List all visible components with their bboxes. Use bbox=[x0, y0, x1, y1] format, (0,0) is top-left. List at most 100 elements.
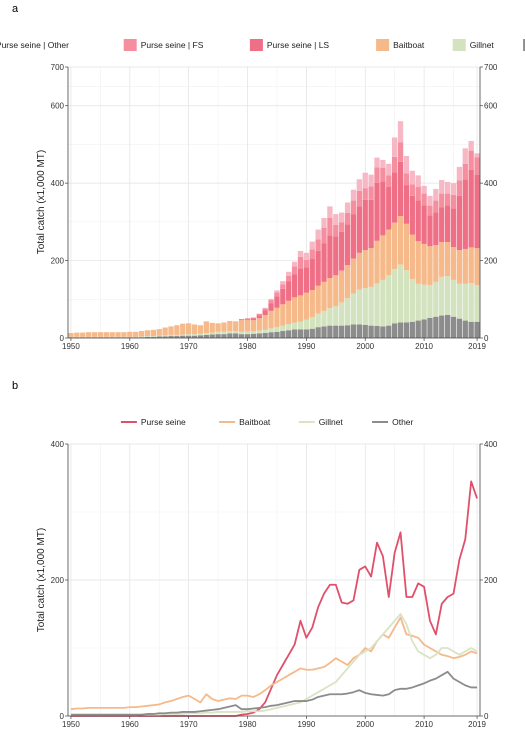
panel-a-legend: Purse seine | Other Purse seine | FS Purse… bbox=[0, 39, 525, 51]
panel-a-bar bbox=[327, 308, 333, 326]
panel-a-bar bbox=[180, 335, 186, 338]
panel-a-bar bbox=[274, 307, 280, 328]
panel-a-y-tick-label-right: 600 bbox=[484, 102, 498, 111]
panel-a-bar bbox=[238, 331, 245, 335]
panel-a-bar bbox=[215, 334, 221, 338]
panel-a-bar bbox=[250, 317, 257, 319]
panel-a-bar bbox=[274, 290, 280, 293]
panel-a-bar bbox=[144, 336, 151, 338]
panel-a-bar bbox=[215, 323, 221, 332]
panel-a-bar bbox=[468, 140, 474, 151]
panel-a-bar bbox=[286, 324, 292, 331]
panel-a-bar bbox=[256, 333, 262, 338]
panel-a-bar bbox=[368, 325, 374, 338]
panel-a-bar bbox=[344, 265, 351, 299]
panel-a-bar bbox=[439, 276, 445, 316]
panel-a-bar bbox=[268, 310, 274, 329]
panel-a-bar bbox=[439, 207, 445, 242]
panel-a-bar bbox=[191, 335, 198, 338]
panel-a-bar bbox=[350, 200, 357, 215]
panel-b-legend: Purse seine Baitboat Gillnet Other bbox=[120, 417, 414, 427]
panel-a-bar bbox=[456, 283, 463, 319]
panel-a-bar bbox=[456, 166, 463, 181]
panel-a-bar bbox=[362, 288, 368, 325]
panel-a-bar bbox=[333, 275, 339, 307]
panel-a-bar bbox=[350, 214, 357, 259]
panel-a-bar bbox=[291, 329, 298, 338]
panel-a-bar bbox=[374, 157, 380, 168]
panel-a-x-tick-label: 1970 bbox=[180, 342, 198, 351]
panel-a-bar bbox=[397, 322, 404, 338]
panel-a-bar bbox=[309, 289, 315, 318]
panel-a-bar bbox=[409, 184, 415, 196]
panel-a-bar bbox=[138, 331, 145, 337]
panel-a-bar bbox=[462, 163, 468, 180]
panel-a-bar bbox=[162, 336, 168, 338]
panel-a-legend-label: Purse seine | LS bbox=[267, 40, 330, 50]
panel-a-bar bbox=[315, 250, 321, 286]
panel-b-series-line bbox=[70, 480, 478, 717]
panel-a-bar bbox=[380, 167, 386, 182]
panel-a-bar bbox=[215, 331, 221, 335]
panel-a-bar bbox=[150, 336, 156, 337]
panel-a-bar bbox=[450, 208, 457, 248]
panel-a-bar bbox=[144, 330, 151, 337]
panel-a-bar bbox=[397, 216, 404, 265]
panel-a-bar bbox=[203, 332, 209, 335]
panel-a-bar bbox=[280, 325, 286, 332]
panel-a-bar bbox=[156, 335, 162, 337]
panel-b-y-tick-label: 200 bbox=[51, 576, 65, 585]
panel-a-bar bbox=[297, 256, 304, 269]
panel-a-bar bbox=[380, 159, 386, 168]
panel-a-bar bbox=[474, 321, 480, 338]
panel-b-x-tick-label: 1980 bbox=[239, 720, 257, 729]
panel-b-y-axis-label: Total catch (x1,000 MT) bbox=[36, 528, 47, 632]
panel-a-bar bbox=[433, 245, 439, 282]
panel-a-bar bbox=[409, 321, 415, 338]
panel-a-bar bbox=[262, 308, 268, 311]
panel-a-bar bbox=[303, 329, 310, 338]
panel-a-bar bbox=[392, 222, 398, 270]
panel-a-bar bbox=[309, 249, 315, 260]
panel-a-bar bbox=[415, 241, 421, 284]
panel-b-x-tick-label: 1970 bbox=[180, 720, 198, 729]
panel-a-bar bbox=[321, 326, 327, 338]
panel-a-bar bbox=[156, 336, 162, 338]
panel-a-bar bbox=[186, 334, 192, 336]
panel-a-bar bbox=[321, 281, 327, 311]
panel-a-bar bbox=[186, 335, 192, 338]
panel-b-x-tick-label: 1950 bbox=[62, 720, 80, 729]
panel-a-bar bbox=[221, 334, 227, 338]
panel-a-bar bbox=[386, 187, 392, 230]
panel-a-bar bbox=[474, 174, 480, 249]
panel-a-x-tick-label: 1980 bbox=[239, 342, 257, 351]
panel-a-bar bbox=[250, 318, 257, 321]
panel-a-bar bbox=[380, 235, 386, 280]
panel-a-bar bbox=[409, 234, 415, 280]
panel-b-x-tick-label: 2000 bbox=[356, 720, 374, 729]
panel-a-bar bbox=[297, 250, 304, 257]
panel-a-bar bbox=[339, 302, 345, 326]
panel-a-bar bbox=[256, 330, 262, 334]
panel-a-bar bbox=[280, 281, 286, 285]
panel-a-bar bbox=[356, 179, 362, 191]
panel-b-x-tick-label: 1990 bbox=[297, 720, 315, 729]
panel-a-bar bbox=[303, 267, 310, 293]
panel-a-bar bbox=[403, 173, 410, 186]
panel-a-bar bbox=[144, 336, 151, 337]
panel-a-bar bbox=[444, 276, 451, 315]
panel-a-bar bbox=[303, 259, 310, 268]
panel-a-bar bbox=[303, 319, 310, 330]
panel-a-bar bbox=[233, 331, 239, 334]
panel-a-bar bbox=[227, 331, 233, 334]
panel-a-bar bbox=[180, 334, 186, 336]
panel-a-bar bbox=[456, 250, 463, 284]
panel-a-bar bbox=[380, 279, 386, 327]
panel-a-bar bbox=[227, 320, 233, 332]
panel-b-x-tick-label: 2019 bbox=[468, 720, 486, 729]
panel-a-legend-swatch bbox=[376, 39, 390, 51]
panel-a-bar bbox=[421, 284, 427, 320]
panel-a-bar bbox=[362, 199, 368, 251]
panel-a-bar bbox=[209, 332, 215, 335]
